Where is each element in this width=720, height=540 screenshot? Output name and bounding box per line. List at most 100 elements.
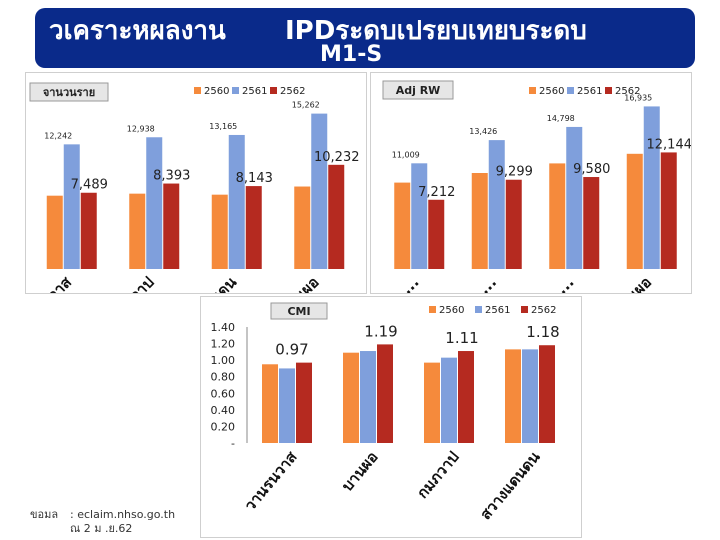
legend-label: 2562 <box>531 305 556 316</box>
bar <box>505 179 522 269</box>
bar <box>296 362 312 443</box>
data-label: 15,262 <box>292 101 320 110</box>
data-label: 13,426 <box>469 127 497 136</box>
data-label: 8,143 <box>236 171 273 186</box>
chart-title: Adj RW <box>396 84 441 97</box>
data-label: 8,393 <box>153 169 190 184</box>
legend-label: 2561 <box>242 86 267 97</box>
data-label: 1.11 <box>445 329 478 347</box>
y-tick-label: 0.60 <box>211 387 236 400</box>
legend-swatch <box>529 87 536 94</box>
source-date: ณ 2 ม .ย.62 <box>70 522 133 535</box>
title-banner: วเคราะหผลงาน IPDระดบเปรยบเทยบระดบ M1-S <box>35 8 695 68</box>
category-label: วานรนวาส <box>26 273 76 293</box>
bar <box>146 137 163 269</box>
y-tick-label: - <box>231 437 235 450</box>
bar <box>394 182 411 269</box>
chart-cases: จานวนราย 2560 2561 2562 12,242 7,489 วานรนวาส 1… <box>26 82 360 293</box>
bar <box>377 344 393 443</box>
category-label: วานรน ... <box>371 273 423 293</box>
bar <box>228 134 245 269</box>
bar <box>262 364 278 443</box>
bar <box>328 164 345 269</box>
data-label: 1.18 <box>526 323 559 341</box>
source-text: : eclaim.nhso.go.th <box>70 508 176 521</box>
bar <box>539 345 555 443</box>
bar <box>441 357 457 443</box>
bar <box>211 194 228 269</box>
bar <box>279 368 295 443</box>
legend-swatch <box>232 87 239 94</box>
data-label: 11,009 <box>392 150 420 159</box>
chart-cmi: CMI 2560 2561 2562 1.40 1.20 1.00 0.80 0.60 0.40 0… <box>211 302 560 523</box>
bar <box>549 163 566 269</box>
y-tick-label: 0.80 <box>211 371 236 384</box>
chart-cases-panel: จานวนราย 2560 2561 2562 12,242 7,489 วานรนวาส 1… <box>25 72 367 294</box>
legend-swatch <box>605 87 612 94</box>
bar <box>129 193 146 269</box>
bar <box>294 186 311 269</box>
title-line3: M1-S <box>320 42 383 67</box>
legend-swatch <box>429 306 436 313</box>
legend-swatch <box>270 87 277 94</box>
title-line2: IPDระดบเปรยบเทยบระดบ <box>285 16 587 46</box>
source-note: ขอมล : eclaim.nhso.go.th ณ 2 ม .ย.62 <box>30 508 175 536</box>
legend-swatch <box>567 87 574 94</box>
data-label: 13,165 <box>209 122 237 131</box>
chart-title-box <box>382 80 454 100</box>
y-tick-label: 0.20 <box>211 420 236 433</box>
data-label: 16,935 <box>624 93 652 102</box>
y-tick-label: 1.00 <box>211 354 236 367</box>
category-label: กมภวา ... <box>439 273 500 293</box>
category-label: กมภวาป <box>106 273 158 293</box>
legend-swatch <box>521 306 528 313</box>
category-label: บานผอ <box>277 273 322 293</box>
data-label: 12,242 <box>44 131 72 140</box>
bar <box>643 106 660 269</box>
bar <box>488 140 505 269</box>
bar <box>163 183 180 269</box>
y-tick-label: 0.40 <box>211 404 236 417</box>
bar <box>343 352 359 443</box>
legend-label: 2561 <box>577 86 602 97</box>
category-label: กมภวาป <box>413 448 462 502</box>
bar <box>583 177 600 269</box>
y-tick-label: 1.40 <box>211 321 236 334</box>
data-label: 10,232 <box>314 150 360 165</box>
bar <box>360 351 376 443</box>
bar <box>46 195 63 269</box>
bar <box>411 163 428 269</box>
data-label: 12,144 <box>647 137 692 152</box>
legend-label: 2560 <box>204 86 229 97</box>
data-label: 14,798 <box>547 114 575 123</box>
chart-cmi-panel: CMI 2560 2561 2562 1.40 1.20 1.00 0.80 0.60 0.40 0… <box>200 296 582 538</box>
source-label: ขอมล <box>30 508 59 521</box>
category-label: สวางแ ... <box>519 273 578 293</box>
bar <box>424 362 440 443</box>
chart-title-box <box>270 302 328 320</box>
category-label: บานผอ <box>610 273 655 293</box>
bar <box>471 173 488 269</box>
legend-swatch <box>194 87 201 94</box>
bar <box>245 186 262 269</box>
chart-title: จานวนราย <box>43 86 95 99</box>
bar <box>458 351 474 443</box>
bar <box>660 152 677 269</box>
bar <box>311 113 328 269</box>
category-label: วานรนวาส <box>241 447 301 514</box>
data-label: 7,212 <box>418 185 455 200</box>
bar <box>63 144 80 269</box>
bar <box>428 199 445 269</box>
y-tick-label: 1.20 <box>211 338 236 351</box>
bar <box>505 349 521 443</box>
legend-label: 2560 <box>439 305 464 316</box>
chart-adjrw-panel: Adj RW 2560 2561 2562 11,009 7,212 วานรน ... 13… <box>370 72 692 294</box>
data-label: 1.19 <box>364 322 397 340</box>
bar <box>80 192 97 269</box>
data-label: 12,938 <box>127 124 155 133</box>
chart-title-box <box>29 82 109 102</box>
bar <box>626 153 643 269</box>
bar <box>522 349 538 443</box>
legend-label: 2560 <box>539 86 564 97</box>
title-line1: วเคราะหผลงาน <box>49 16 226 46</box>
